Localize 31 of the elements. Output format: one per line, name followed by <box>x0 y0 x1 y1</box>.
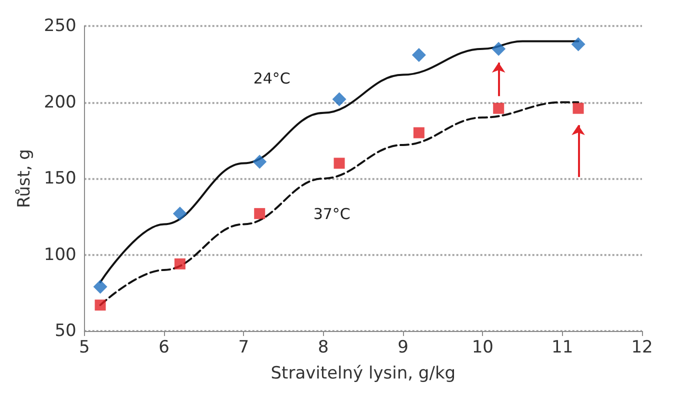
point <box>172 206 187 221</box>
text: 24°C <box>253 69 290 88</box>
point <box>412 48 426 62</box>
y-tick-label: 200 <box>44 92 76 112</box>
point <box>252 154 267 169</box>
point <box>332 92 346 106</box>
x-tick-label: 7 <box>238 338 250 358</box>
x-tick-label: 5 <box>78 338 90 358</box>
point <box>174 258 186 270</box>
y-tick-label: 250 <box>44 16 76 36</box>
series-label: 37°C <box>313 205 350 223</box>
point <box>334 158 345 169</box>
point <box>492 42 506 56</box>
point <box>94 300 106 311</box>
point <box>254 208 266 220</box>
point <box>571 37 586 52</box>
point <box>572 102 584 114</box>
x-axis-title: Stravitelný lysin, g/kg <box>270 364 456 384</box>
x-tick-label: 11 <box>552 338 574 358</box>
point <box>413 127 424 138</box>
point <box>93 280 108 294</box>
x-tick-label: 6 <box>158 338 170 358</box>
x-tick-label: 8 <box>318 338 329 358</box>
y-axis-title: Růst, g <box>14 149 34 208</box>
y-tick-label: 150 <box>44 168 76 188</box>
y-tick-label: 50 <box>54 321 76 341</box>
y-tick-label: 100 <box>44 244 76 265</box>
x-tick-label: 10 <box>472 338 494 358</box>
x-tick-label: 9 <box>398 338 408 358</box>
x-tick-label: 12 <box>631 338 653 358</box>
point <box>493 102 504 114</box>
